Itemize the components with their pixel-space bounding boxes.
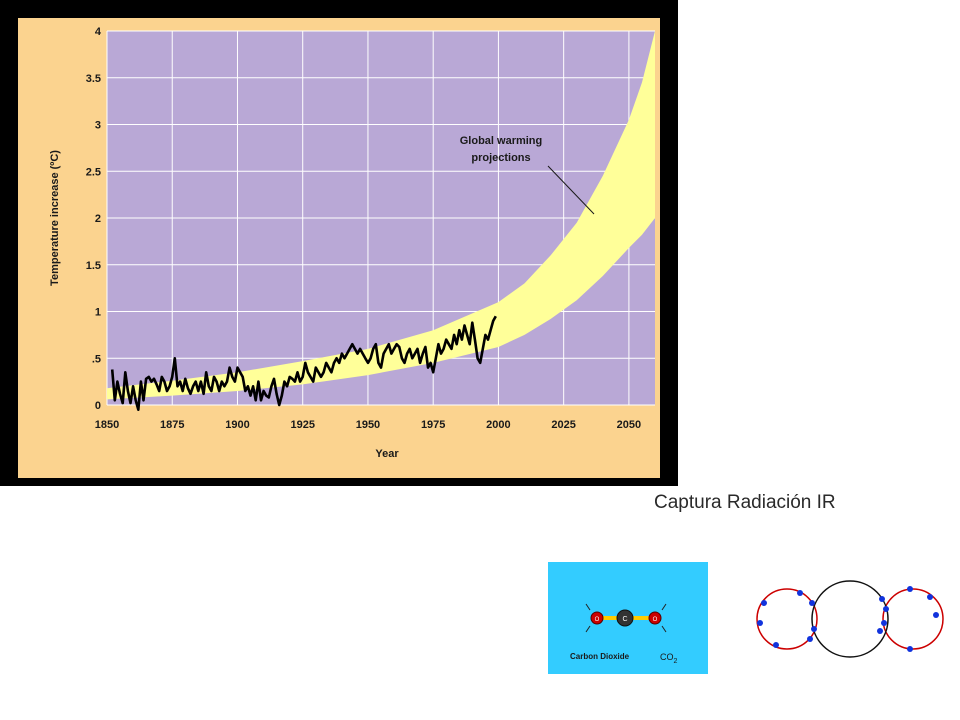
annotation-line-1: Global warming — [460, 135, 543, 147]
oxygen-label-right: O — [653, 617, 658, 623]
x-tick-label: 1900 — [225, 419, 249, 431]
y-tick-label: 4 — [95, 26, 102, 38]
co2-name-label: Carbon Dioxide — [570, 652, 630, 661]
vibration-arrows — [585, 603, 667, 633]
x-tick-label: 2000 — [486, 419, 510, 431]
y-tick-label: 3 — [95, 120, 101, 132]
x-tick-label: 2050 — [617, 419, 641, 431]
carbon-label: C — [622, 616, 627, 623]
x-tick-label: 1850 — [95, 419, 119, 431]
observed-temperature-line — [110, 315, 497, 411]
co2-formula: CO2 — [660, 652, 678, 665]
annotation-pointer — [547, 165, 595, 215]
x-tick-label: 2025 — [551, 419, 575, 431]
orbit-right — [882, 588, 944, 650]
oxygen-atom-left — [590, 611, 604, 625]
x-tick-label: 1950 — [356, 419, 380, 431]
electron-dots — [757, 586, 939, 652]
y-tick-label: 3.5 — [86, 73, 101, 85]
co2-molecule-diagram: O C O — [585, 603, 667, 633]
y-tick-label: 2.5 — [86, 166, 101, 178]
vibration-orbit-diagram — [756, 580, 944, 658]
orbit-center — [811, 580, 889, 658]
y-axis-label: Temperature increase (ºC) — [49, 150, 61, 286]
x-tick-label: 1925 — [290, 419, 314, 431]
temperature-chart: 1850 1875 1900 1925 1950 1975 2000 2025 2050 0 .5 1… — [18, 18, 660, 478]
y-tick-label: 0 — [95, 400, 101, 412]
y-tick-label: .5 — [92, 353, 101, 365]
caption: Captura Radiación IR — [654, 492, 836, 513]
y-tick-label: 1 — [95, 307, 101, 319]
x-tick-label: 1875 — [160, 419, 184, 431]
x-axis-label: Year — [375, 448, 399, 460]
orbit-left — [756, 588, 818, 650]
annotation-line-2: projections — [471, 152, 530, 164]
oxygen-label-left: O — [595, 617, 600, 623]
y-tick-label: 2 — [95, 213, 101, 225]
y-tick-label: 1.5 — [86, 260, 101, 272]
oxygen-atom-right — [648, 611, 662, 625]
x-tick-label: 1975 — [421, 419, 445, 431]
carbon-atom — [616, 609, 634, 627]
projection-band — [107, 31, 655, 400]
